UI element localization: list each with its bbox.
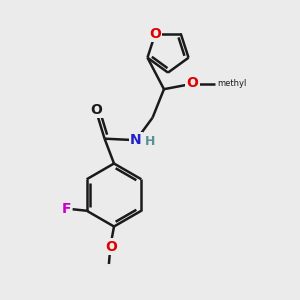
Text: O: O — [187, 76, 198, 90]
Text: methyl: methyl — [218, 79, 247, 88]
Text: H: H — [145, 135, 155, 148]
Text: F: F — [62, 202, 71, 216]
Text: O: O — [149, 26, 161, 40]
Text: O: O — [91, 103, 102, 117]
Text: N: N — [130, 133, 142, 147]
Text: O: O — [105, 240, 117, 254]
